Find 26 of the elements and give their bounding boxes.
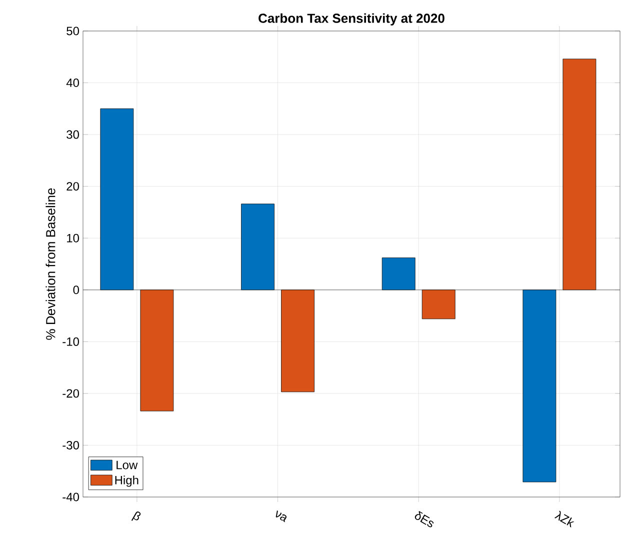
- legend-label: High: [115, 476, 138, 487]
- bar: [140, 290, 174, 412]
- y-tick-label: -40: [62, 492, 80, 502]
- y-tick-label: -30: [62, 440, 80, 450]
- bar: [281, 290, 314, 392]
- y-tick-label: -20: [62, 389, 80, 398]
- x-tick-label: λZk: [554, 510, 574, 528]
- y-tick-label: 10: [67, 234, 80, 242]
- y-tick-label: 40: [66, 78, 80, 88]
- bar: [562, 58, 596, 290]
- bar: [382, 258, 416, 290]
- y-tick-label: 0: [73, 286, 80, 294]
- bar: [100, 108, 134, 290]
- bar: [422, 290, 456, 320]
- bar: [522, 290, 556, 482]
- y-tick-label: 50: [66, 26, 80, 36]
- chart-title: Carbon Tax Sensitivity at 2020: [258, 13, 444, 26]
- y-tick-label: -10: [62, 337, 80, 346]
- x-tick-label: β: [131, 512, 141, 521]
- bar: [241, 204, 274, 290]
- y-axis-title: % Deviation from Baseline: [46, 188, 56, 340]
- legend-label: Low: [116, 460, 138, 470]
- x-tick-label: νa: [276, 510, 287, 522]
- x-tick-label: δEs: [414, 510, 434, 528]
- y-tick-label: 20: [66, 182, 80, 191]
- y-tick-label: 30: [66, 130, 80, 139]
